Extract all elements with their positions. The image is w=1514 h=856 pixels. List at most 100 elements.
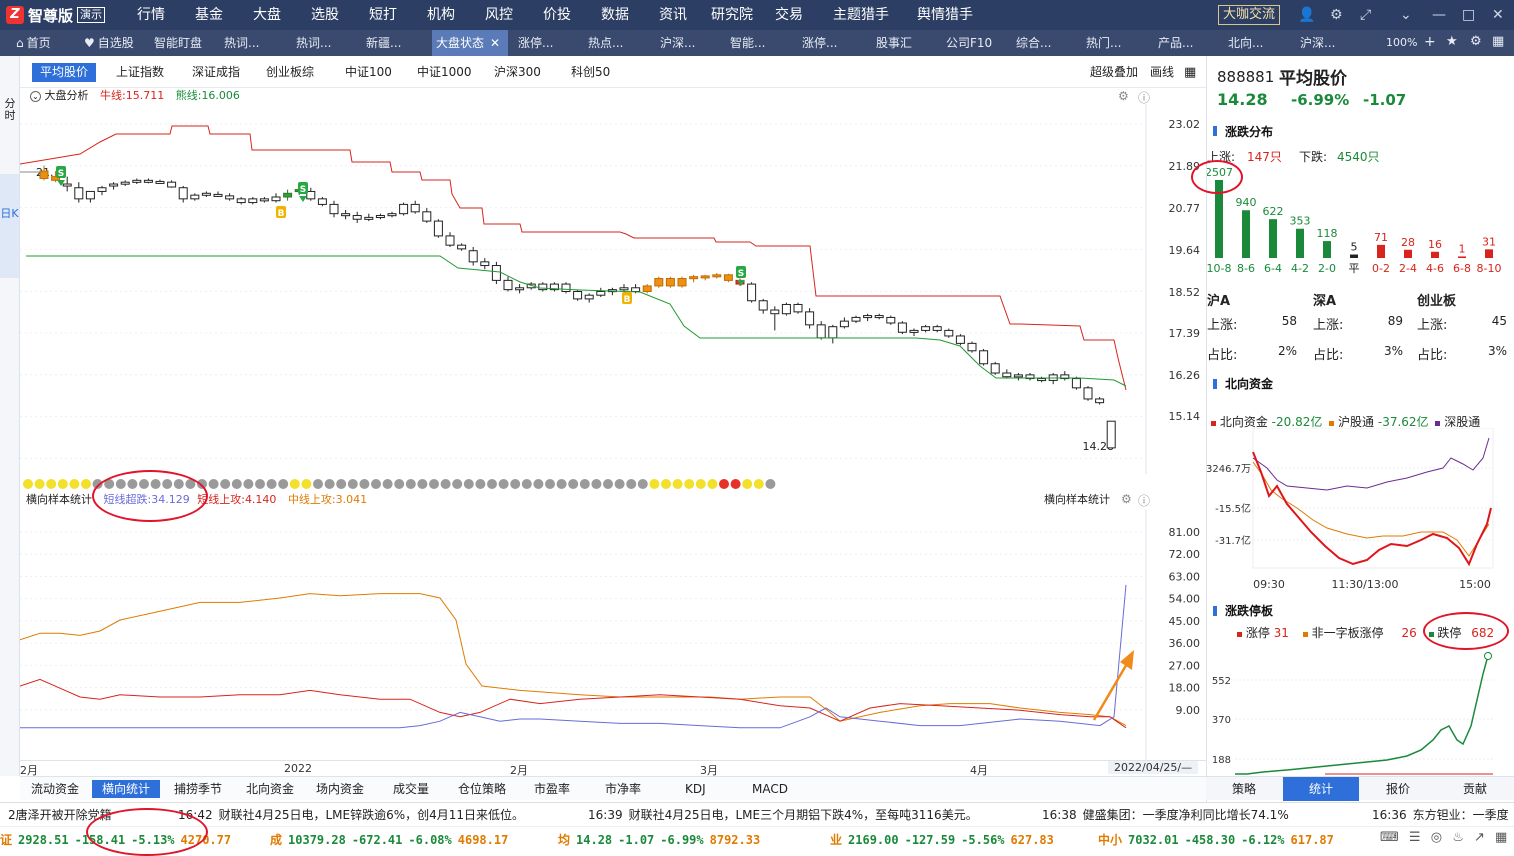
menu-item-9[interactable]: 资讯 [659, 7, 687, 23]
indicator-tab-3[interactable]: 北向资金 [246, 782, 295, 796]
index-tab-6[interactable]: 沪深300 [494, 65, 541, 79]
layout-icon[interactable]: ▦ [1184, 65, 1197, 80]
settings-icon[interactable]: ⚙ [1330, 7, 1343, 23]
index-tab-5[interactable]: 中证1000 [417, 65, 472, 79]
consult-button[interactable]: 大咖交流 [1218, 5, 1281, 25]
user-icon[interactable]: 👤 [1298, 7, 1316, 23]
index-tab-0[interactable]: 平均股价 [32, 63, 97, 82]
tab-1[interactable]: ♥ 自选股 [80, 30, 142, 56]
menu-item-4[interactable]: 短打 [369, 7, 397, 23]
indicator-tab-2[interactable]: 捕捞季节 [174, 782, 223, 796]
menu-item-3[interactable]: 选股 [311, 7, 339, 23]
tab-9[interactable]: 沪深... [656, 30, 720, 56]
draw-line-button[interactable]: 画线 [1150, 65, 1175, 79]
settings-icon[interactable]: ⚙ [1121, 492, 1132, 506]
help-icon[interactable]: ⓘ [1138, 494, 1151, 508]
close-icon[interactable]: ✕ [1492, 7, 1504, 23]
index-tab-1[interactable]: 上证指数 [116, 65, 165, 79]
side-tab-0[interactable]: 策略 [1231, 782, 1256, 796]
index-tab-7[interactable]: 科创50 [571, 65, 611, 79]
indicator-tab-5[interactable]: 成交量 [393, 782, 430, 796]
tab-17[interactable]: 北向... [1224, 30, 1288, 56]
indicator-tab-0[interactable]: 流动资金 [31, 782, 80, 796]
grid-icon[interactable]: ▦ [1492, 34, 1505, 49]
settings-icon[interactable]: ⚙ [1118, 89, 1129, 103]
tab-14[interactable]: 综合... [1012, 30, 1076, 56]
zoom-level[interactable]: 100% [1386, 36, 1418, 49]
indicator-tab-6[interactable]: 仓位策略 [458, 782, 507, 796]
legend-title[interactable]: 大盘分析 [44, 89, 89, 102]
menu-item-7[interactable]: 价投 [543, 7, 571, 23]
list-icon[interactable]: ☰ [1408, 830, 1421, 845]
side-tab-3[interactable]: 贡献 [1462, 782, 1487, 796]
collapse-icon[interactable]: ⌄ [30, 91, 41, 102]
gear-icon[interactable]: ⚙ [1470, 34, 1482, 49]
menu-item-1[interactable]: 基金 [195, 7, 223, 23]
star-icon[interactable]: ★ [1446, 34, 1458, 49]
indicator-tab-4[interactable]: 场内资金 [316, 782, 365, 796]
tab-8[interactable]: 热点... [584, 30, 650, 56]
index-tab-4[interactable]: 中证100 [345, 65, 392, 79]
breadth-statistics-chart[interactable]: 81.00 72.00 63.00 54.00 45.00 36.00 27.00 18.00… [20, 510, 1206, 760]
menu-item-2[interactable]: 大盘 [253, 7, 281, 23]
tab-6[interactable]: 大盘状态 ✕ [432, 30, 508, 56]
tab-12[interactable]: 股事汇 [872, 30, 936, 56]
menu-item-5[interactable]: 机构 [427, 7, 455, 23]
sub-legend-title[interactable]: 横向样本统计 [26, 493, 92, 506]
index-tab-2[interactable]: 深证成指 [192, 65, 241, 79]
indicator-tab-7[interactable]: 市盈率 [534, 782, 571, 796]
plus-icon[interactable]: + [1424, 34, 1436, 50]
tab-7[interactable]: 涨停... [514, 30, 578, 56]
app-logo[interactable]: Z 智尊版 演示 [6, 5, 106, 25]
tab-13[interactable]: 公司F10 [942, 30, 1006, 56]
menu-item-0[interactable]: 行情 [137, 7, 165, 23]
keyboard-icon[interactable]: ⌨ [1380, 830, 1399, 845]
menu-item-12[interactable]: 主题猎手 [833, 7, 889, 23]
super-overlay-button[interactable]: 超级叠加 [1090, 65, 1139, 79]
index-quote-4[interactable]: 中小 7032.01 -458.30 -6.12% 617.87 [1098, 827, 1334, 853]
tab-16[interactable]: 产品... [1154, 30, 1218, 56]
tab-5[interactable]: 新疆... [362, 30, 428, 56]
daily-k-button[interactable]: 日K [0, 174, 19, 278]
index-tab-3[interactable]: 创业板综 [266, 65, 315, 79]
indicator-tab-9[interactable]: KDJ [685, 782, 706, 796]
fenshi-button[interactable]: 分时 [4, 97, 16, 122]
shrink-icon[interactable]: ⤢ [1360, 7, 1372, 23]
index-quote-3[interactable]: 业 2169.00 -127.59 -5.56% 627.83 [830, 827, 1054, 853]
tab-0[interactable]: ⌂ 首页 [12, 30, 72, 56]
menu-item-10[interactable]: 研究院 [711, 7, 753, 23]
compass-icon[interactable]: ◎ [1430, 830, 1443, 845]
side-tab-1[interactable]: 统计 [1283, 777, 1359, 801]
menu-item-8[interactable]: 数据 [601, 7, 629, 23]
index-quote-2[interactable]: 均 14.28 -1.07 -6.99% 8792.33 [558, 827, 760, 853]
menu-item-6[interactable]: 风控 [485, 7, 513, 23]
minimize-icon[interactable]: — [1432, 7, 1446, 23]
close-icon[interactable]: ✕ [490, 36, 501, 50]
tab-11[interactable]: 涨停... [798, 30, 864, 56]
indicator-tab-8[interactable]: 市净率 [605, 782, 642, 796]
indicator-tab-10[interactable]: MACD [752, 782, 788, 796]
chart-icon[interactable]: ↗ [1473, 830, 1485, 845]
news-item-1[interactable]: 16:42 财联社4月25日电，LME锌跌逾6%，创4月11日来低位。 [178, 803, 524, 827]
help-icon[interactable]: ⓘ [1138, 91, 1151, 105]
indicator-tab-1[interactable]: 横向统计 [92, 780, 161, 798]
tab-18[interactable]: 沪深... [1296, 30, 1356, 56]
tab-4[interactable]: 热词... [292, 30, 356, 56]
menu-item-11[interactable]: 交易 [775, 7, 803, 23]
side-tab-2[interactable]: 报价 [1385, 782, 1410, 796]
chevron-down-icon[interactable]: ⌄ [1400, 7, 1412, 23]
tab-15[interactable]: 热门... [1082, 30, 1148, 56]
tab-3[interactable]: 热词... [220, 30, 286, 56]
kline-chart[interactable]: 23.0221.8920.7719.6418.5217.3916.2615.14… [20, 104, 1206, 474]
maximize-icon[interactable]: □ [1462, 7, 1476, 23]
menu-item-13[interactable]: 舆情猎手 [917, 7, 973, 23]
index-quote-1[interactable]: 成 10379.28 -672.41 -6.08% 4698.17 [270, 827, 508, 853]
news-item-2[interactable]: 16:39 财联社4月25日电，LME三个月期铝下跌4%，至每吨3116美元。 [588, 803, 978, 827]
news-item-3[interactable]: 16:38 健盛集团：一季度净利同比增长74.1% [1042, 803, 1289, 827]
news-item-0[interactable]: 2唐泽开被开除党籍 [8, 803, 112, 827]
bell-icon[interactable]: ♨ [1452, 830, 1464, 845]
tab-10[interactable]: 智能... [726, 30, 792, 56]
menu-icon[interactable]: ▦ [1495, 830, 1508, 845]
tab-2[interactable]: 智能盯盘 [150, 30, 216, 56]
news-item-4[interactable]: 16:36 东方钽业：一季度 [1372, 803, 1509, 827]
